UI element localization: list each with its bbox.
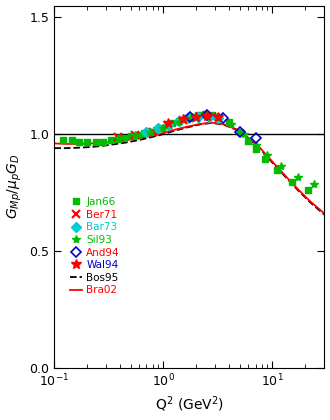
- X-axis label: Q$^2$ (GeV$^2$): Q$^2$ (GeV$^2$): [155, 395, 224, 415]
- Legend: Jan66, Ber71, Bar73, Sil93, And94, Wal94, Bos95, Bra02: Jan66, Ber71, Bar73, Sil93, And94, Wal94…: [68, 195, 122, 297]
- Y-axis label: $G_{Mp}/\mu_p G_D$: $G_{Mp}/\mu_p G_D$: [6, 154, 24, 220]
